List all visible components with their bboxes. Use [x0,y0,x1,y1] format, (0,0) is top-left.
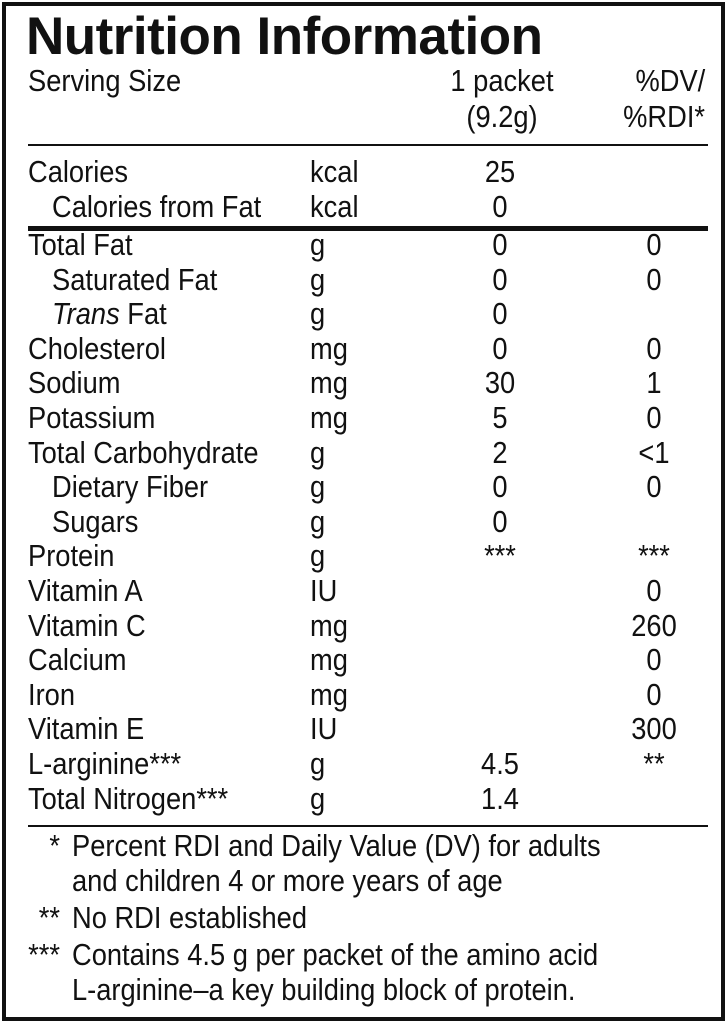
nutrient-unit: mg [310,676,348,712]
nutrient-unit: g [310,434,326,470]
nutrient-amount: *** [484,538,516,574]
nutrient-unit: g [310,746,326,781]
nutrient-dv: 0 [646,330,662,366]
nutrient-amount: 0 [492,261,508,297]
nutrient-label: Sugars [52,503,139,539]
nutrient-label-rest: Fat [119,296,167,332]
nutrient-label-italic: Trans [52,296,120,332]
nutrient-label: Vitamin A [28,573,143,608]
nutrient-dv: 260 [631,607,677,643]
nutrient-unit: IU [310,711,338,747]
nutrient-unit: mg [310,400,348,435]
nutrient-unit: mg [310,607,348,643]
nutrient-unit: IU [310,573,338,608]
nutrient-label: Calories [28,154,129,189]
nutrient-amount: 0 [492,330,508,366]
nutrient-dv: 0 [646,469,662,505]
nutrient-unit: mg [310,642,348,678]
nutrient-dv: 0 [646,573,662,608]
nutrient-dv: 0 [646,400,662,435]
nutrient-amount: 0 [492,503,508,539]
serving-amount-line2: (9.2g) [466,99,538,134]
nutrient-amount: 0 [492,227,508,262]
nutrient-dv: 0 [646,261,662,297]
nutrient-amount: 25 [484,154,516,189]
nutrient-unit: g [310,503,326,539]
nutrient-label: Potassium [28,400,156,435]
nutrient-label: Total Carbohydrate [28,434,259,470]
footnote-divider [28,825,708,827]
nutrient-amount: 0 [492,296,508,332]
serving-size-label: Serving Size [28,63,182,98]
calories-divider-thick [28,226,708,231]
nutrient-dv: 0 [646,676,662,712]
nutrient-dv: ** [643,746,665,781]
nutrient-amount: 2 [492,434,508,470]
nutrient-amount: 1.4 [481,780,519,816]
nutrient-dv: *** [638,538,670,574]
nutrient-unit: kcal [310,188,359,224]
nutrient-unit: mg [310,365,348,401]
footnote-marker: ** [38,900,60,935]
nutrient-dv: 1 [646,365,662,401]
nutrient-unit: kcal [310,154,359,189]
nutrient-label: Sodium [28,365,121,401]
nutrient-amount: 30 [484,365,516,401]
nutrient-label: Calcium [28,642,127,678]
nutrient-dv: 300 [631,711,677,747]
footnote-marker: *** [28,937,60,972]
serving-amount-line1: 1 packet [450,63,554,98]
nutrient-unit: g [310,469,326,505]
nutrient-label: Vitamin C [28,607,146,643]
footnote-text: Percent RDI and Daily Value (DV) for adu… [72,828,601,863]
label-title: Nutrition Information [26,7,543,66]
nutrient-dv: 0 [646,642,662,678]
nutrient-amount: 0 [492,469,508,505]
nutrient-label: Total Nitrogen*** [28,780,229,816]
footnote-text: L-arginine–a key building block of prote… [72,972,576,1007]
dv-header-line1: %DV/ [635,63,705,98]
footnote-marker: * [49,828,60,863]
nutrient-amount: 0 [492,188,508,224]
nutrient-unit: g [310,296,326,332]
nutrient-unit: g [310,780,326,816]
nutrient-amount: 4.5 [481,746,519,781]
nutrient-label: Calories from Fat [52,188,262,224]
dv-header-line2: %RDI* [623,99,705,134]
nutrient-unit: g [310,227,326,262]
nutrient-unit: g [310,261,326,297]
nutrient-dv: 0 [646,227,662,262]
footnote-text: and children 4 or more years of age [72,863,503,898]
nutrient-label: Iron [28,676,76,712]
nutrient-label: Saturated Fat [52,261,218,297]
nutrient-dv: <1 [638,434,670,470]
nutrient-label: Total Fat [28,227,133,262]
nutrient-unit: mg [310,330,348,366]
nutrient-label: L-arginine*** [28,746,182,781]
nutrient-label: Dietary Fiber [52,469,209,505]
footnote-text: Contains 4.5 g per packet of the amino a… [72,937,599,972]
nutrient-label: Trans Fat [52,297,167,331]
nutrient-label: Protein [28,538,115,574]
header-divider [28,144,708,146]
nutrient-label: Cholesterol [28,330,166,366]
nutrient-unit: g [310,538,326,574]
footnote-text: No RDI established [72,900,308,935]
nutrient-label: Vitamin E [28,711,145,747]
nutrient-amount: 5 [492,400,508,435]
